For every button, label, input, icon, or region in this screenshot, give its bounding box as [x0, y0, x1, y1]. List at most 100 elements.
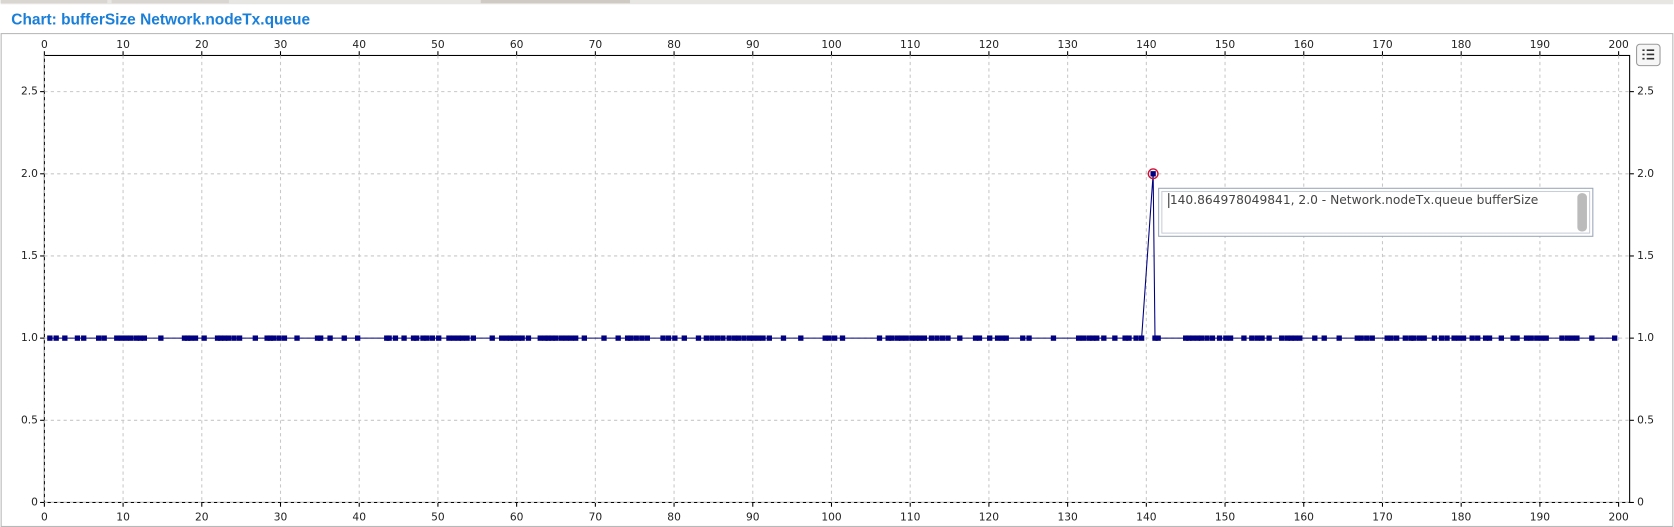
- x-tick-label: 140: [1136, 510, 1157, 523]
- x-tick-label: 190: [1530, 510, 1551, 523]
- x-tick-label: 100: [821, 510, 842, 523]
- x-tick-label: 50: [431, 510, 445, 523]
- x-tick-label: 150: [1215, 38, 1236, 51]
- data-point: [1384, 335, 1390, 341]
- data-point: [1451, 335, 1457, 341]
- x-tick-label: 190: [1530, 38, 1551, 51]
- data-point: [252, 335, 258, 341]
- data-point: [1369, 335, 1375, 341]
- y-tick-label: 1.5: [21, 249, 38, 262]
- data-point: [74, 335, 81, 341]
- data-point: [720, 335, 726, 341]
- data-point: [114, 335, 120, 341]
- y-tick-label: 0.5: [1637, 413, 1654, 426]
- data-point: [1559, 335, 1565, 341]
- data-point: [1416, 335, 1423, 341]
- data-point: [96, 335, 102, 341]
- data-point: [913, 335, 919, 341]
- data-point: [695, 335, 702, 341]
- data-point: [885, 335, 891, 341]
- data-point: [141, 335, 147, 341]
- data-point: [1321, 335, 1327, 341]
- data-point: [703, 335, 710, 341]
- data-point: [709, 335, 715, 341]
- data-point: [876, 335, 883, 341]
- data-point: [1408, 335, 1414, 341]
- data-point: [1469, 335, 1475, 341]
- data-point: [294, 335, 300, 341]
- list-icon: [1642, 49, 1655, 60]
- data-point: [53, 335, 59, 341]
- x-tick-label: 60: [510, 38, 524, 51]
- data-point: [628, 335, 634, 341]
- data-point: [314, 335, 321, 341]
- data-point: [976, 335, 983, 341]
- data-point: [1475, 335, 1481, 341]
- data-point: [1312, 335, 1318, 341]
- data-point: [994, 335, 1001, 341]
- data-point: [188, 335, 194, 341]
- data-point: [1090, 335, 1096, 341]
- data-point: [545, 335, 551, 341]
- y-tick-label: 0: [1637, 495, 1644, 508]
- data-point: [101, 335, 107, 341]
- data-point: [831, 335, 838, 341]
- data-point: [503, 335, 510, 341]
- x-tick-label: 200: [1608, 38, 1629, 51]
- y-tick-label: 2.0: [1637, 167, 1654, 180]
- data-point: [1050, 335, 1057, 341]
- x-tick-label: 170: [1372, 510, 1393, 523]
- data-point: [128, 335, 134, 341]
- data-point: [644, 335, 650, 341]
- data-point: [741, 335, 747, 341]
- data-point: [327, 335, 333, 341]
- scrollbar[interactable]: [1577, 193, 1587, 232]
- x-tick-label: 10: [116, 38, 130, 51]
- x-tick-label: 170: [1372, 38, 1393, 51]
- data-point: [1486, 335, 1493, 341]
- x-tick-label: 200: [1608, 510, 1629, 523]
- data-point: [354, 335, 361, 341]
- data-point: [1336, 335, 1342, 341]
- x-tick-label: 40: [352, 38, 366, 51]
- x-tick-label: 110: [900, 38, 921, 51]
- data-point: [633, 335, 639, 341]
- tab[interactable]: [480, 0, 631, 4]
- data-point: [1026, 335, 1032, 341]
- tab[interactable]: [111, 0, 229, 4]
- x-tick-label: 120: [979, 38, 1000, 51]
- data-point: [1354, 335, 1360, 341]
- data-point: [446, 335, 452, 341]
- data-point: [624, 335, 631, 341]
- data-point: [1122, 335, 1128, 341]
- data-point: [665, 335, 672, 341]
- data-point: [270, 335, 277, 341]
- data-point: [401, 335, 407, 341]
- data-point: [201, 335, 207, 341]
- data-point: [341, 335, 347, 341]
- tab[interactable]: [0, 0, 108, 4]
- data-point: [1444, 335, 1450, 341]
- data-point: [681, 335, 687, 341]
- data-point: [1138, 335, 1145, 341]
- data-point: [386, 335, 392, 341]
- data-point: [1266, 335, 1272, 341]
- data-point: [392, 335, 399, 341]
- data-point: [1564, 335, 1571, 341]
- data-point: [822, 335, 828, 341]
- data-point: [894, 335, 901, 341]
- data-point: [1259, 335, 1265, 341]
- x-tick-label: 50: [431, 38, 445, 51]
- data-point: [1510, 335, 1516, 341]
- data-point: [133, 335, 140, 341]
- data-point: [81, 335, 87, 341]
- data-point: [957, 335, 963, 341]
- data-point: [525, 335, 532, 341]
- x-tick-label: 40: [352, 510, 366, 523]
- data-point: [455, 335, 462, 341]
- data-point: [563, 335, 569, 341]
- data-point: [62, 335, 68, 341]
- legend-button[interactable]: [1636, 43, 1661, 67]
- data-point: [1133, 335, 1139, 341]
- data-point: [1086, 335, 1092, 341]
